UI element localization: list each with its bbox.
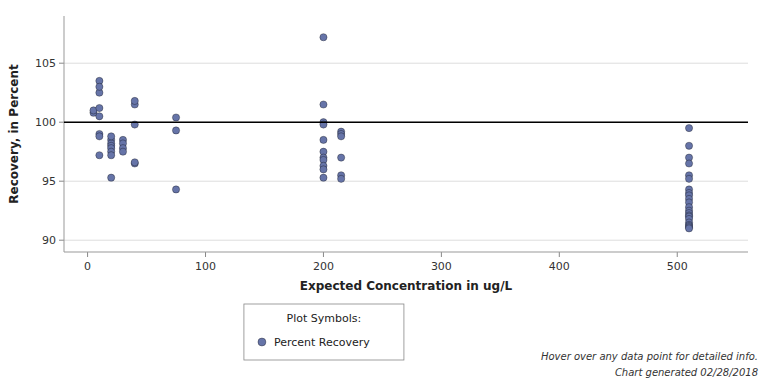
y-axis-label: Recovery, in Percent [7,64,21,204]
point [131,97,138,104]
y-tick [59,181,64,182]
y-tick [59,240,64,241]
x-tick-label: 0 [84,260,91,273]
x-axis-label: Expected Concentration in ug/L [300,279,513,293]
point [685,125,692,132]
footer-note: Chart generated 02/28/2018 [615,367,758,378]
x-tick [677,252,678,257]
point [96,152,103,159]
x-axis-line [64,252,748,253]
point [685,160,692,167]
grid-line [64,63,748,64]
point [338,133,345,140]
point [320,101,327,108]
footer-note: Hover over any data point for detailed i… [541,351,758,362]
x-tick-label: 500 [667,260,688,273]
point [131,159,138,166]
y-tick-label: 105 [35,57,56,70]
point [320,136,327,143]
point [320,34,327,41]
y-tick [59,63,64,64]
x-tick-label: 400 [549,260,570,273]
y-tick-label: 100 [35,116,56,129]
chart: 90 95 100 105 0 100 200 300 400 500 Expected Conce… [0,0,768,384]
point [685,142,692,149]
y-tick [59,122,64,123]
point [172,127,179,134]
point [338,154,345,161]
x-tick [87,252,88,257]
x-tick-label: 300 [431,260,452,273]
x-tick [441,252,442,257]
point [172,186,179,193]
legend-title: Plot Symbols: [287,312,362,325]
x-tick [559,252,560,257]
point [119,148,126,155]
legend-box [244,304,404,360]
y-tick-label: 90 [42,234,56,247]
point [96,133,103,140]
legend-entry: Percent Recovery [274,336,370,349]
point [338,175,345,182]
grid-line [64,240,748,241]
point [320,174,327,181]
x-tick-label: 200 [313,260,334,273]
point [108,133,115,140]
legend: Plot Symbols: Percent Recovery [244,304,404,360]
x-tick-label: 100 [195,260,216,273]
point [108,174,115,181]
grid [64,63,748,240]
point [108,152,115,159]
legend-swatch [258,338,266,346]
point [172,114,179,121]
y-axis-line [64,16,65,252]
reference-line [64,121,748,123]
y-tick-label: 95 [42,175,56,188]
x-tick [323,252,324,257]
grid-line [64,122,748,123]
point [96,113,103,120]
point [685,175,692,182]
plot-area [64,34,748,232]
grid-line [64,181,748,182]
point [96,104,103,111]
point [320,166,327,173]
point [96,83,103,90]
point [685,225,692,232]
x-tick [205,252,206,257]
